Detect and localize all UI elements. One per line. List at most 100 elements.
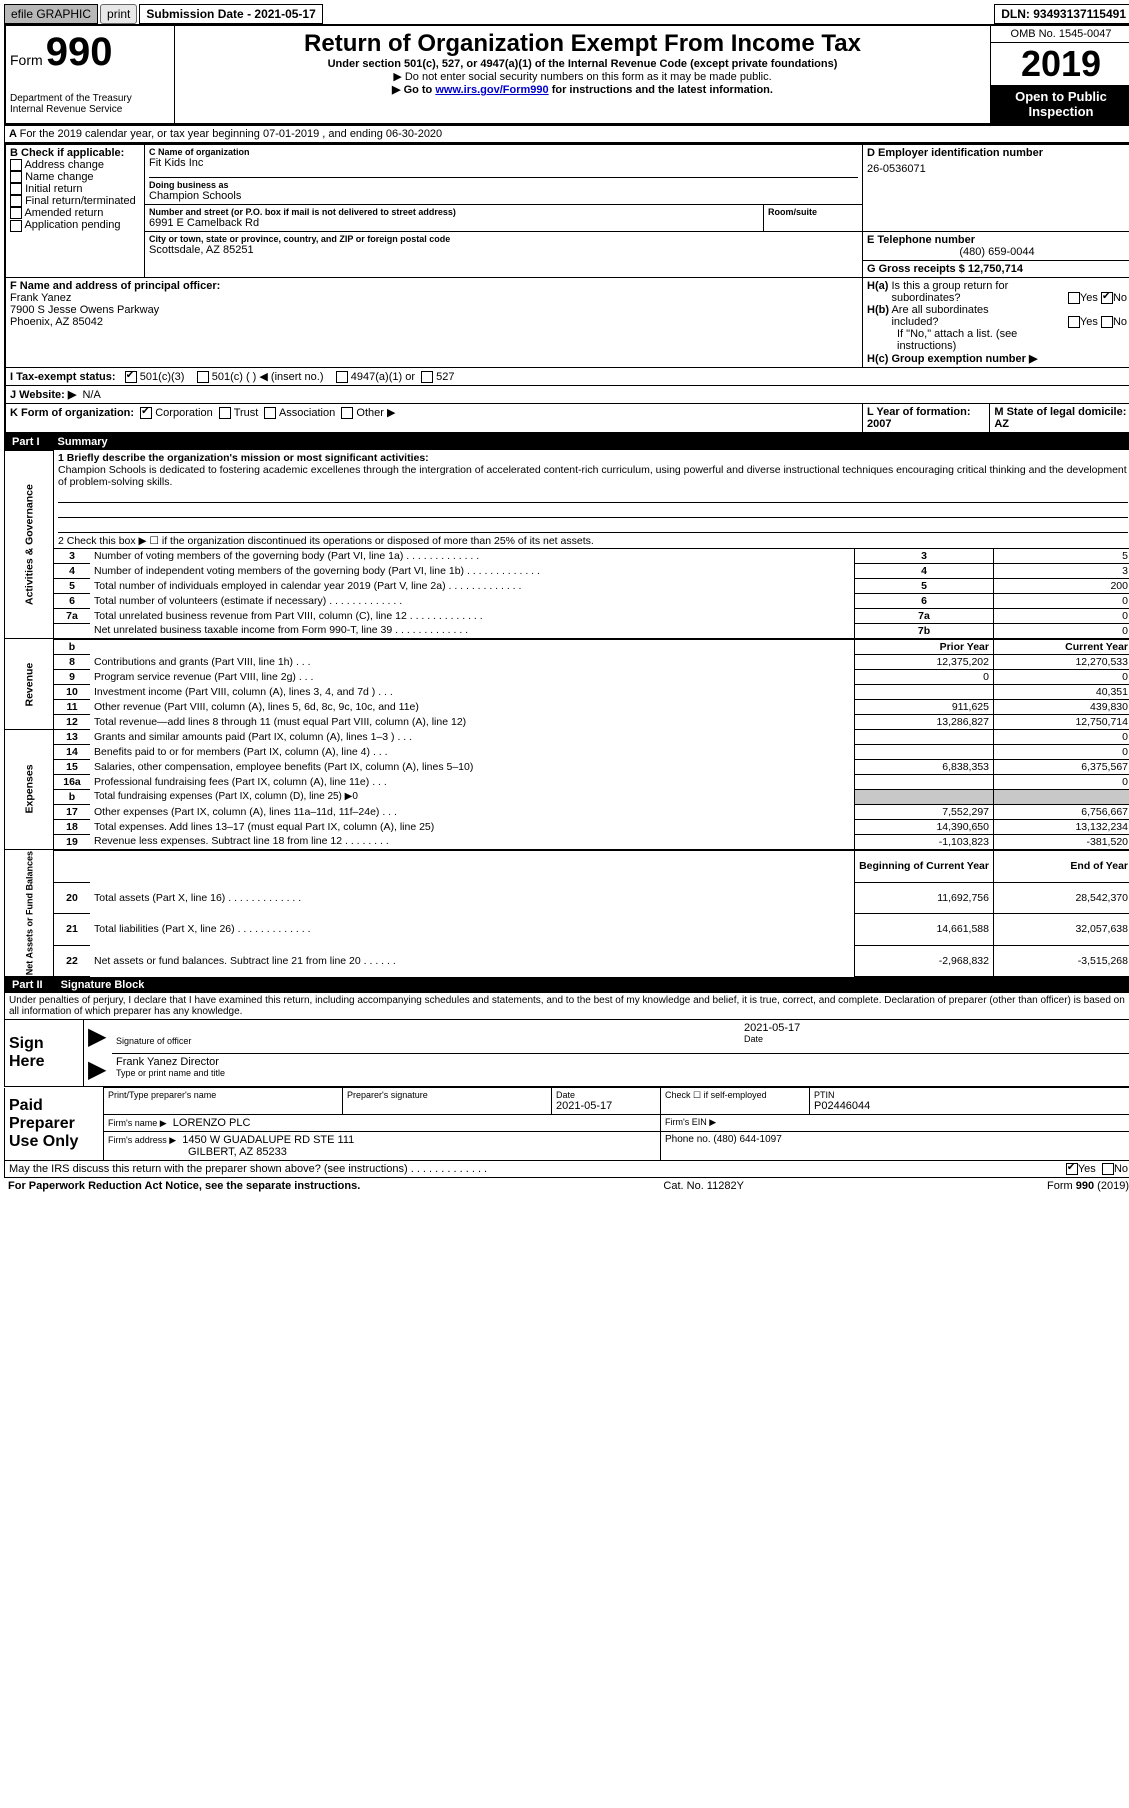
g-label: G Gross receipts $ 12,750,714 bbox=[867, 263, 1127, 275]
addr-label: Number and street (or P.O. box if mail i… bbox=[149, 207, 759, 217]
k-other-check[interactable] bbox=[341, 407, 353, 419]
city-state-zip: Scottsdale, AZ 85251 bbox=[149, 244, 858, 256]
summary-row: 9Program service revenue (Part VIII, lin… bbox=[5, 669, 1129, 684]
summary-row: 12Total revenue—add lines 8 through 11 (… bbox=[5, 714, 1129, 729]
hb-note: If "No," attach a list. (see instruction… bbox=[867, 328, 1127, 352]
summary-row: 14Benefits paid to or for members (Part … bbox=[5, 744, 1129, 759]
summary-row: 20Total assets (Part X, line 16) 11,692,… bbox=[5, 882, 1129, 914]
b-opt-pending[interactable]: Application pending bbox=[10, 219, 140, 231]
m-label: M State of legal domicile: AZ bbox=[990, 404, 1129, 432]
type-name-label: Type or print name and title bbox=[116, 1068, 1128, 1078]
k-label: K Form of organization: bbox=[10, 407, 134, 419]
col-end: End of Year bbox=[994, 850, 1129, 883]
part2-label: Part II bbox=[12, 979, 53, 991]
b-opt-name[interactable]: Name change bbox=[10, 171, 140, 183]
firm-ein-label: Firm's EIN ▶ bbox=[661, 1115, 1129, 1132]
i-501c: 501(c) ( ) ◀ (insert no.) bbox=[212, 371, 324, 383]
penalty-statement: Under penalties of perjury, I declare th… bbox=[4, 993, 1129, 1020]
b-opt-amended[interactable]: Amended return bbox=[10, 207, 140, 219]
i-4947: 4947(a)(1) or bbox=[351, 371, 415, 383]
prep-date-value: 2021-05-17 bbox=[556, 1100, 656, 1112]
summary-row: 19Revenue less expenses. Subtract line 1… bbox=[5, 834, 1129, 850]
summary-row: bTotal fundraising expenses (Part IX, co… bbox=[5, 789, 1129, 804]
i-501c3-check[interactable] bbox=[125, 371, 137, 383]
note-goto-pre: ▶ Go to bbox=[392, 84, 435, 96]
ha-row: H(a) H(a) Is this a group return for sub… bbox=[867, 280, 1127, 304]
officer-addr2: Phoenix, AZ 85042 bbox=[10, 316, 858, 328]
officer-addr1: 7900 S Jesse Owens Parkway bbox=[10, 304, 858, 316]
ptin-value: P02446044 bbox=[814, 1100, 1128, 1112]
print-button[interactable]: print bbox=[100, 4, 137, 24]
phone-label: Phone no. (480) 644-1097 bbox=[661, 1132, 1129, 1161]
discuss-yes-check[interactable] bbox=[1066, 1163, 1078, 1175]
check-self-employed[interactable]: Check ☐ if self-employed bbox=[661, 1088, 810, 1115]
note-ssn: ▶ Do not enter social security numbers o… bbox=[179, 70, 986, 83]
note-goto-post: for instructions and the latest informat… bbox=[549, 84, 773, 96]
prep-sig-label: Preparer's signature bbox=[343, 1088, 552, 1115]
form-subtitle: Under section 501(c), 527, or 4947(a)(1)… bbox=[179, 58, 986, 70]
part1-title: Summary bbox=[50, 436, 116, 448]
col-begin: Beginning of Current Year bbox=[855, 850, 994, 883]
mission-text: Champion Schools is dedicated to fosteri… bbox=[58, 464, 1128, 488]
signature-table: Sign Here ▶ Signature of officer 2021-05… bbox=[4, 1020, 1129, 1087]
paid-preparer-label: Paid Preparer Use Only bbox=[5, 1088, 104, 1161]
ein-value: 26-0536071 bbox=[867, 163, 1127, 175]
c-label: C Name of organization bbox=[149, 147, 858, 157]
discuss-no-check[interactable] bbox=[1102, 1163, 1114, 1175]
summary-row: 6Total number of volunteers (estimate if… bbox=[5, 593, 1129, 608]
d-label: D Employer identification number bbox=[867, 147, 1127, 159]
omb-number: OMB No. 1545-0047 bbox=[991, 26, 1129, 43]
firm-name-label: Firm's name ▶ bbox=[108, 1118, 167, 1128]
line1-label: 1 Briefly describe the organization's mi… bbox=[58, 452, 1128, 464]
form-footer: Form 990 (2019) bbox=[1047, 1180, 1129, 1192]
i-501c-check[interactable] bbox=[197, 371, 209, 383]
prep-date-label: Date bbox=[556, 1090, 656, 1100]
summary-row: 18Total expenses. Add lines 13–17 (must … bbox=[5, 819, 1129, 834]
irs-link[interactable]: www.irs.gov/Form990 bbox=[435, 84, 548, 96]
i-4947-check[interactable] bbox=[336, 371, 348, 383]
b-opt-final[interactable]: Final return/terminated bbox=[10, 195, 140, 207]
summary-row: 16aProfessional fundraising fees (Part I… bbox=[5, 774, 1129, 789]
summary-row: 17Other expenses (Part IX, column (A), l… bbox=[5, 804, 1129, 819]
phone-value: (480) 659-0044 bbox=[867, 246, 1127, 258]
i-501c3: 501(c)(3) bbox=[140, 371, 185, 383]
summary-row: 3Number of voting members of the governi… bbox=[5, 548, 1129, 563]
pra-notice: For Paperwork Reduction Act Notice, see … bbox=[8, 1180, 360, 1192]
i-label: I Tax-exempt status: bbox=[10, 371, 116, 383]
footer: For Paperwork Reduction Act Notice, see … bbox=[4, 1178, 1129, 1194]
firm-name: LORENZO PLC bbox=[173, 1117, 251, 1129]
b-opt-address[interactable]: Address change bbox=[10, 159, 140, 171]
k-assoc-check[interactable] bbox=[264, 407, 276, 419]
room-label: Room/suite bbox=[768, 207, 858, 217]
i-527-check[interactable] bbox=[421, 371, 433, 383]
cat-number: Cat. No. 11282Y bbox=[663, 1180, 744, 1192]
tax-year: 2019 bbox=[991, 43, 1129, 85]
k-other: Other ▶ bbox=[356, 407, 395, 419]
part1-header: Part I Summary bbox=[4, 434, 1129, 450]
summary-row: 21Total liabilities (Part X, line 26) 14… bbox=[5, 914, 1129, 946]
summary-row: 22Net assets or fund balances. Subtract … bbox=[5, 945, 1129, 977]
part2-title: Signature Block bbox=[53, 979, 153, 991]
summary-row: 7aTotal unrelated business revenue from … bbox=[5, 608, 1129, 623]
dln-label: DLN: 93493137115491 bbox=[994, 4, 1129, 24]
summary-row: 5Total number of individuals employed in… bbox=[5, 578, 1129, 593]
efile-label: efile GRAPHIC bbox=[4, 4, 98, 24]
rev-section-label: Revenue bbox=[5, 639, 54, 730]
tax-year-range: For the 2019 calendar year, or tax year … bbox=[20, 128, 443, 140]
k-corp-check[interactable] bbox=[140, 407, 152, 419]
k-corp: Corporation bbox=[155, 407, 212, 419]
form-word: Form bbox=[10, 52, 43, 68]
l-label: L Year of formation: 2007 bbox=[863, 404, 990, 432]
j-label: J Website: ▶ bbox=[10, 389, 76, 401]
line2: 2 Check this box ▶ ☐ if the organization… bbox=[54, 534, 1129, 549]
k-trust-check[interactable] bbox=[219, 407, 231, 419]
b-label: B Check if applicable: bbox=[10, 147, 140, 159]
dba-label: Doing business as bbox=[149, 177, 858, 190]
date-label: Date bbox=[744, 1034, 1128, 1044]
summary-row: 11Other revenue (Part VIII, column (A), … bbox=[5, 699, 1129, 714]
col-current: Current Year bbox=[994, 639, 1129, 655]
sig-officer-label: Signature of officer bbox=[116, 1036, 736, 1046]
b-opt-initial[interactable]: Initial return bbox=[10, 183, 140, 195]
top-bar: efile GRAPHIC print Submission Date - 20… bbox=[4, 4, 1129, 24]
gov-section-label: Activities & Governance bbox=[5, 451, 54, 639]
